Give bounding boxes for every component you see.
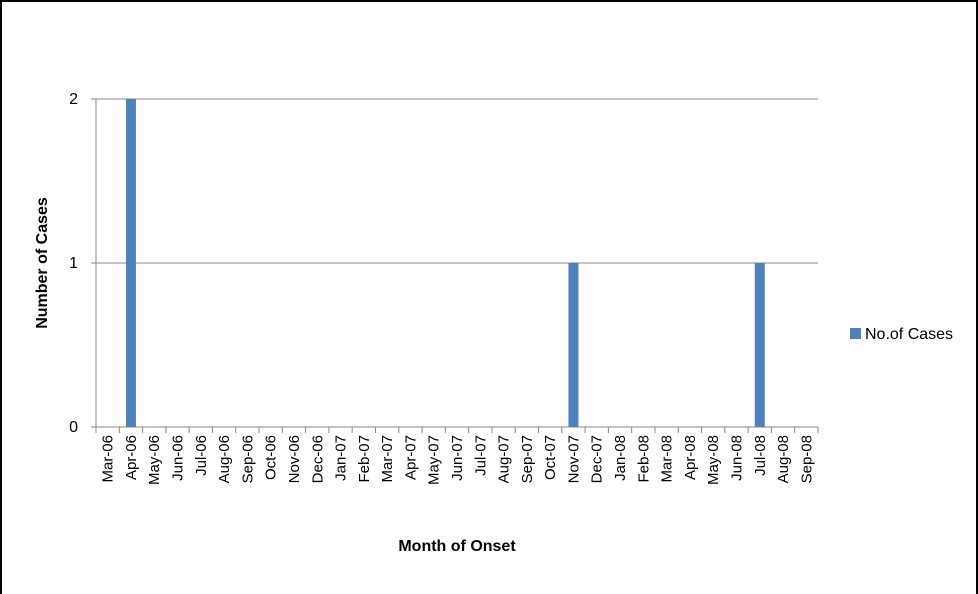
x-tick-label: Jul-06	[193, 435, 210, 476]
bar	[568, 263, 579, 427]
x-tick-label: Sep-08	[798, 435, 815, 483]
x-tick-label: Nov-07	[565, 435, 582, 483]
legend-label: No.of Cases	[865, 326, 953, 343]
x-tick-label: Aug-07	[496, 435, 513, 483]
x-axis-title: Month of Onset	[398, 538, 516, 555]
x-tick-label: Dec-06	[309, 435, 326, 483]
x-tick-label: Nov-06	[286, 435, 303, 483]
x-tick-label: Aug-06	[216, 435, 233, 483]
x-tick-label: Mar-07	[379, 435, 396, 483]
x-tick-label: Apr-06	[123, 435, 140, 480]
x-tick-label: Jun-06	[170, 435, 187, 481]
x-tick-label: Oct-06	[263, 435, 280, 480]
x-tick-label: May-08	[705, 435, 722, 485]
x-tick-label: Oct-07	[542, 435, 559, 480]
x-tick-label: Jul-07	[472, 435, 489, 476]
x-tick-label: Feb-07	[356, 435, 373, 483]
x-tick-label: Jun-08	[728, 435, 745, 481]
x-tick-label: Dec-07	[589, 435, 606, 483]
x-tick-label: Jun-07	[449, 435, 466, 481]
x-tick-label: Jan-07	[333, 435, 350, 481]
x-tick-label: Feb-08	[635, 435, 652, 483]
x-tick-label: Mar-08	[659, 435, 676, 483]
x-tick-label: Jan-08	[612, 435, 629, 481]
bar	[125, 99, 136, 427]
x-tick-label: Jul-08	[752, 435, 769, 476]
y-tick-label: 0	[69, 419, 78, 436]
legend-swatch	[850, 328, 861, 339]
y-tick-label: 1	[69, 255, 78, 272]
y-tick-label: 2	[69, 91, 78, 108]
x-tick-label: Aug-08	[775, 435, 792, 483]
bar	[754, 263, 765, 427]
x-tick-label: May-06	[146, 435, 163, 485]
x-tick-label: Sep-06	[239, 435, 256, 483]
x-tick-label: May-07	[426, 435, 443, 485]
y-axis-title: Number of Cases	[34, 197, 51, 329]
x-tick-label: Sep-07	[519, 435, 536, 483]
x-tick-label: Mar-06	[100, 435, 117, 483]
x-tick-label: Apr-08	[682, 435, 699, 480]
x-tick-label: Apr-07	[402, 435, 419, 480]
